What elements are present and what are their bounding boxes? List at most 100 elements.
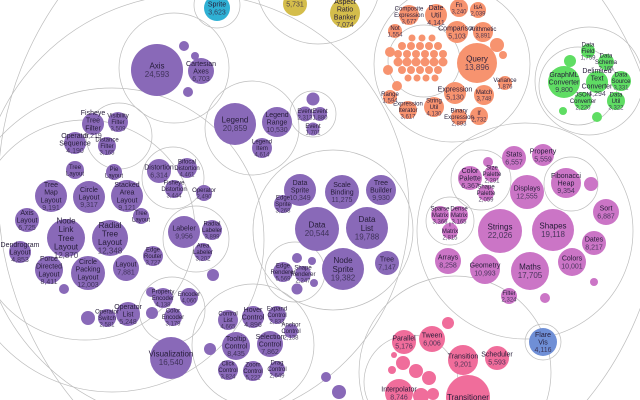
bubble-color-encoder[interactable]: Color Encoder 3,179 <box>162 308 184 328</box>
bubble-node-link-tree-layout[interactable]: Node Link Tree Layout 12,870 <box>47 217 85 260</box>
class-dot[interactable] <box>442 317 454 329</box>
package-outline-circle[interactable] <box>118 12 230 124</box>
bubble-geometry[interactable]: Geometry 10,993 <box>470 254 501 284</box>
class-dot[interactable] <box>402 57 412 67</box>
class-dot[interactable] <box>396 356 410 370</box>
bubble-json-converter[interactable]: JSON Converter 2,220 <box>570 92 596 112</box>
package-outline-circle[interactable] <box>289 90 337 138</box>
bubble-if[interactable]: If 2,732 <box>470 107 488 125</box>
bubble-zoom-control[interactable]: Zoom Control 5,222 <box>243 361 263 382</box>
class-dot[interactable] <box>404 74 412 82</box>
bubble-size-palette[interactable]: Size Palette 2,291 <box>483 166 502 185</box>
package-outline-circle[interactable] <box>204 80 300 176</box>
bubble-tree[interactable]: Tree 7,147 <box>375 251 399 275</box>
bubble-tree-layout[interactable]: Tree Layout <box>132 208 150 224</box>
class-dot[interactable] <box>409 364 423 378</box>
class-dot[interactable] <box>438 57 448 67</box>
bubble-expression[interactable]: Expression 5,130 <box>438 82 473 104</box>
bubble-hover-control[interactable]: Hover Control 4,896 <box>242 306 265 329</box>
bubble-parallel[interactable]: Parallel 5,176 <box>392 330 416 354</box>
class-dot[interactable] <box>428 34 436 42</box>
package-outline-circle[interactable] <box>141 146 205 210</box>
bubble-string-util[interactable]: String Util 4,130 <box>424 97 444 118</box>
bubble-scale-binding[interactable]: Scale Binding 11,275 <box>325 175 359 209</box>
class-dot[interactable] <box>416 42 424 50</box>
class-dot[interactable] <box>308 257 316 265</box>
bubble-dense-matrix[interactable]: Dense Matrix 3,165 <box>450 206 468 226</box>
class-dot[interactable] <box>81 311 95 325</box>
bubble-not[interactable]: Not 1,554 <box>387 24 403 38</box>
package-outline-circle[interactable] <box>0 87 265 393</box>
bubble-sparse-matrix[interactable]: Sparse Matrix 3,366 <box>430 206 450 226</box>
class-dot[interactable] <box>490 38 504 52</box>
bubble-axis-layout[interactable]: Axis Layout 6,725 <box>15 208 39 232</box>
package-outline-circle[interactable] <box>191 283 315 400</box>
package-outline-circle[interactable] <box>425 196 475 246</box>
class-dot[interactable] <box>183 87 193 97</box>
class-dot[interactable] <box>421 50 429 58</box>
bubble-tree-builder[interactable]: Tree Builder 9,930 <box>366 175 396 205</box>
bubble-data-source[interactable]: Data Source 3,331 <box>611 71 631 92</box>
bubble-legend[interactable]: Legend 20,859 <box>214 103 256 145</box>
bubble-shapes[interactable]: Shapes 19,118 <box>532 209 574 251</box>
bubble-pie-layout[interactable]: Pie Layout <box>105 164 123 180</box>
class-dot[interactable] <box>499 51 507 59</box>
bubble-variance[interactable]: Variance 1,876 <box>493 76 517 90</box>
bubble-data-field[interactable]: Data Field 1,759 <box>580 43 596 62</box>
class-dot[interactable] <box>431 74 439 82</box>
class-dot[interactable] <box>422 371 436 385</box>
bubble-edge-sprite[interactable]: Edge Sprite 3,268 <box>274 195 292 215</box>
bubble-fisheye-tree-filter[interactable]: Fisheye Tree Filter 5,219 <box>81 110 106 140</box>
bubble-expand-control[interactable]: Expand Control 2,832 <box>267 306 287 326</box>
bubble-labeler[interactable]: Labeler 9,956 <box>168 216 200 248</box>
class-dot[interactable] <box>422 74 430 82</box>
bubble-axis[interactable]: Axis 24,593 <box>131 44 183 96</box>
bubble-property[interactable]: Property 5,559 <box>530 144 557 166</box>
bubble-radial-tree-layout[interactable]: Radial Tree Layout 12,348 <box>92 220 128 256</box>
bubble-data[interactable]: Data 20,544 <box>295 207 339 251</box>
bubble-shape-palette[interactable]: Shape Palette 2,059 <box>477 185 496 204</box>
bubble-colors[interactable]: Colors 10,001 <box>558 248 586 276</box>
bubble-transitioner[interactable]: Transitioner <box>446 375 490 400</box>
bubble-selection-control[interactable]: Selection Control 7,862 <box>256 331 285 357</box>
bubble-displays[interactable]: Displays 12,555 <box>510 175 544 209</box>
bubble-visibility-filter[interactable]: Visibility Filter 3,509 <box>107 112 129 133</box>
bubble-query[interactable]: Query 13,896 <box>457 43 497 83</box>
class-dot[interactable] <box>332 385 346 399</box>
bubble-stats[interactable]: Stats 6,557 <box>502 146 526 170</box>
bubble-sort[interactable]: Sort 6,887 <box>593 199 619 225</box>
bubble-stacked-area-layout[interactable]: Stacked Area Layout 9,121 <box>111 180 143 212</box>
class-dot[interactable] <box>398 42 406 50</box>
class-dot[interactable] <box>434 66 442 74</box>
bubble-event[interactable]: Event 1,701 <box>305 122 321 137</box>
bubble-data-schema[interactable]: Data Schema 2,165 <box>595 54 618 73</box>
class-dot[interactable] <box>420 57 430 67</box>
bubble-area-labeler[interactable]: Area Labeler 3,202 <box>193 243 213 263</box>
bubble-arrays[interactable]: Arrays 8,258 <box>435 248 461 274</box>
class-dot[interactable] <box>590 278 598 286</box>
bubble-color-palette[interactable]: Color Palette 6,367 <box>458 166 482 190</box>
bubble-operator-list[interactable]: Operator List 5,248 <box>114 302 142 326</box>
class-dot[interactable] <box>146 307 158 319</box>
bubble-click-control[interactable]: Click Control 3,824 <box>218 360 238 381</box>
package-outline-circle[interactable] <box>193 0 241 29</box>
bubble-strings[interactable]: Strings 22,026 <box>478 209 522 253</box>
class-dot[interactable] <box>306 92 320 106</box>
bubble-event[interactable]: Event 1,880 <box>312 107 328 121</box>
bubble-edge-renderer[interactable]: Edge Renderer 5,569 <box>270 262 296 283</box>
class-dot[interactable] <box>291 283 303 295</box>
class-dot[interactable] <box>416 66 424 74</box>
class-dot[interactable] <box>483 157 493 167</box>
bubble-distance-filter[interactable]: Distance Filter 3,165 <box>95 137 119 157</box>
class-dot[interactable] <box>292 253 302 263</box>
bubble-5-731[interactable]: 5,731 <box>283 0 307 16</box>
bubble-drag-control[interactable]: Drag Control 2,649 <box>267 361 286 380</box>
bubble-circle-packing-layout[interactable]: Circle Packing Layout 12,003 <box>71 256 105 290</box>
bubble-binary-expression[interactable]: Binary Expression 2,893 <box>444 109 474 128</box>
bubble-anchor-control[interactable]: Anchor Control 2,138 <box>281 323 300 342</box>
bubble-scheduler[interactable]: Scheduler 5,593 <box>481 346 513 370</box>
package-outline-circle[interactable] <box>524 323 562 361</box>
bubble-maths[interactable]: Maths 17,705 <box>511 252 549 290</box>
class-dot[interactable] <box>392 81 402 91</box>
package-outline-circle[interactable] <box>162 205 230 273</box>
